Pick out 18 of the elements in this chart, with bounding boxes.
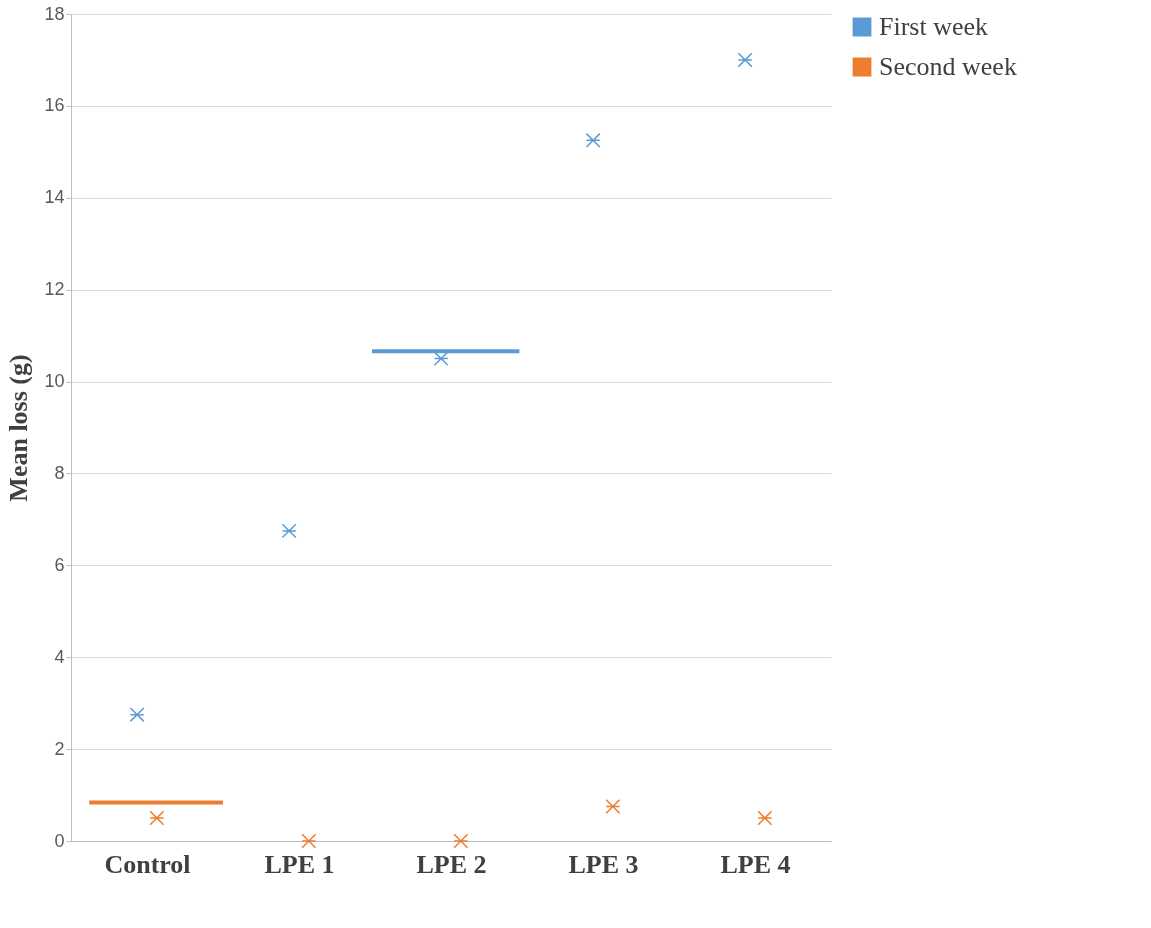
x-tick-label: LPE 2 — [416, 849, 487, 879]
y-axis-title: Mean loss (g) — [4, 354, 34, 502]
y-tick-label: 8 — [54, 462, 65, 483]
y-tick-label: 4 — [54, 646, 65, 667]
y-tick-label: 6 — [54, 554, 65, 575]
y-tick-label: 10 — [44, 371, 65, 392]
x-tick-label: LPE 3 — [568, 849, 639, 879]
x-tick-label: Control — [104, 849, 191, 879]
x-tick-label: LPE 1 — [264, 849, 335, 879]
y-tick-label: 18 — [44, 3, 65, 24]
y-tick-label: 0 — [54, 830, 65, 851]
legend-label: First week — [879, 12, 989, 41]
y-tick-label: 14 — [44, 187, 65, 208]
x-tick-label: LPE 4 — [720, 849, 791, 879]
y-tick-label: 2 — [54, 738, 65, 759]
legend-label: Second week — [879, 52, 1017, 81]
y-tick-label: 16 — [44, 95, 65, 116]
y-tick-label: 12 — [44, 279, 65, 300]
